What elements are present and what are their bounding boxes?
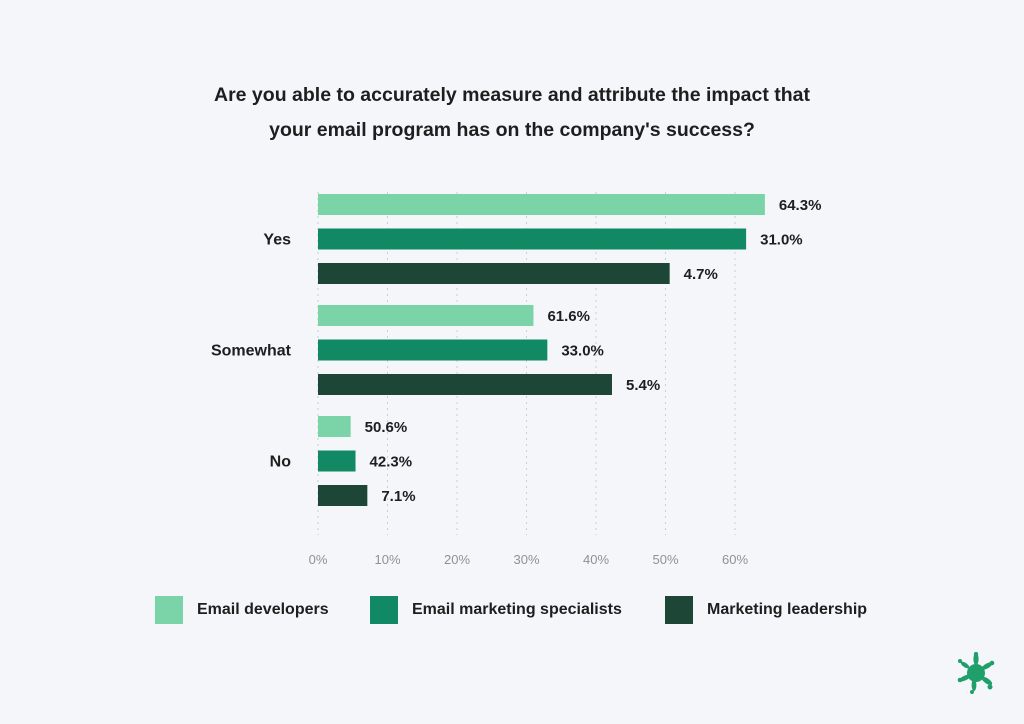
splat-logo-icon xyxy=(957,652,995,694)
value-label: 42.3% xyxy=(370,454,413,471)
category-labels: Yes Somewhat No xyxy=(211,232,292,471)
value-label: 7.1% xyxy=(381,488,415,505)
value-label: 33.0% xyxy=(561,343,604,360)
chart-title-line-2: your email program has on the company's … xyxy=(269,119,755,141)
bar-no-email-developers xyxy=(318,416,351,437)
bars xyxy=(318,194,765,506)
x-tick-label: 60% xyxy=(722,552,748,567)
legend-swatch xyxy=(370,596,398,624)
category-label-yes: Yes xyxy=(263,232,291,249)
x-tick-label: 30% xyxy=(513,552,539,567)
category-label-no: No xyxy=(270,454,292,471)
value-label: 4.7% xyxy=(684,266,718,283)
bar-somewhat-marketing-leadership xyxy=(318,374,612,395)
legend-item-email-marketing-specialists: Email marketing specialists xyxy=(370,594,622,626)
x-axis-tick-labels: 0% 10% 20% 30% 40% 50% 60% xyxy=(309,552,749,567)
value-label: 64.3% xyxy=(779,197,822,214)
bar-no-marketing-leadership xyxy=(318,485,368,506)
bar-no-email-marketing-specialists xyxy=(318,450,356,472)
value-label: 5.4% xyxy=(626,377,660,394)
bar-yes-email-marketing-specialists xyxy=(318,228,747,250)
legend-swatch xyxy=(155,596,183,624)
value-label: 50.6% xyxy=(365,419,408,436)
bar-yes-marketing-leadership xyxy=(318,263,670,284)
legend-item-marketing-leadership: Marketing leadership xyxy=(665,594,867,626)
bar-yes-email-developers xyxy=(318,194,765,215)
category-label-somewhat: Somewhat xyxy=(211,343,292,360)
legend-swatch xyxy=(665,596,693,624)
x-tick-label: 50% xyxy=(652,552,678,567)
legend-label: Email marketing specialists xyxy=(412,601,622,618)
legend-label: Email developers xyxy=(197,601,329,618)
value-label: 31.0% xyxy=(760,232,803,249)
bar-somewhat-email-developers xyxy=(318,305,534,326)
legend-item-email-developers: Email developers xyxy=(155,594,329,626)
x-tick-label: 40% xyxy=(583,552,609,567)
chart-title-line-1: Are you able to accurately measure and a… xyxy=(214,84,810,106)
x-tick-label: 20% xyxy=(444,552,470,567)
legend: Email developers Email marketing special… xyxy=(0,594,1024,626)
value-label: 61.6% xyxy=(547,308,590,325)
chart-title: Are you able to accurately measure and a… xyxy=(0,78,1024,148)
x-tick-label: 10% xyxy=(374,552,400,567)
bar-somewhat-email-marketing-specialists xyxy=(318,339,548,361)
value-labels: 64.3% 31.0% 4.7% 61.6% 33.0% 5.4% 50.6% 42.3% 7.… xyxy=(365,197,822,505)
legend-label: Marketing leadership xyxy=(707,601,868,618)
x-tick-label: 0% xyxy=(309,552,328,567)
